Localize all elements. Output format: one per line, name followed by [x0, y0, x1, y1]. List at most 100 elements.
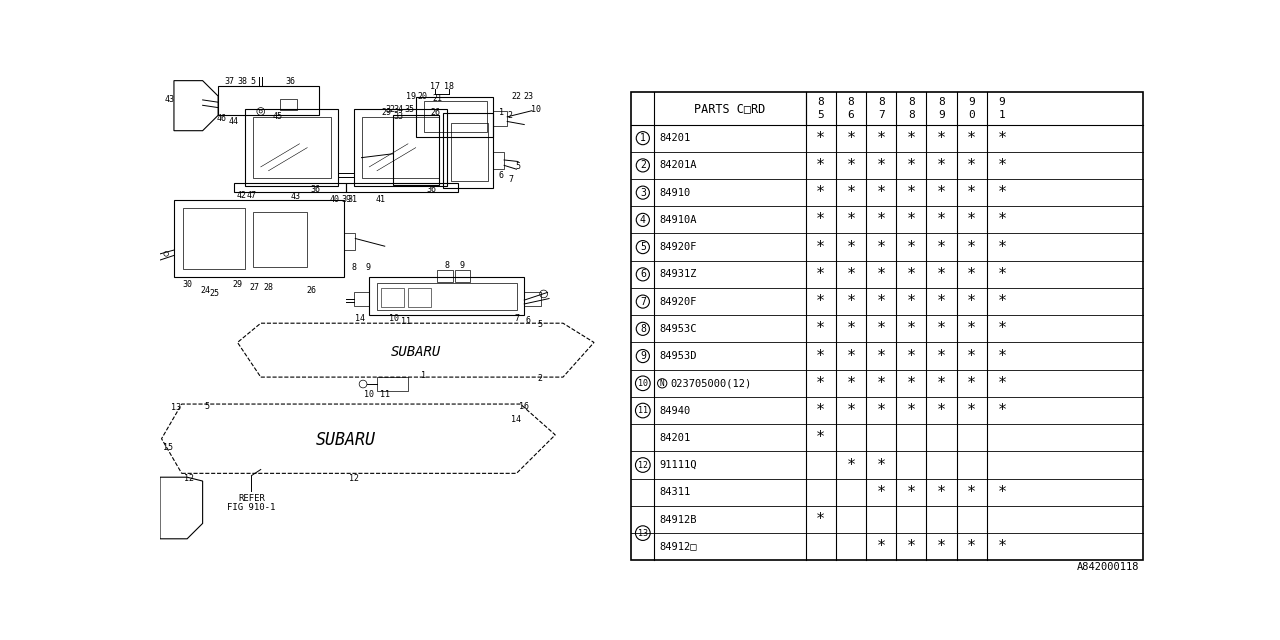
Text: *: * — [877, 376, 886, 391]
Text: 46: 46 — [218, 114, 227, 123]
Text: 29: 29 — [381, 109, 392, 118]
Text: 9: 9 — [969, 97, 975, 107]
Text: *: * — [817, 403, 826, 418]
Text: 84201: 84201 — [659, 433, 690, 443]
Text: *: * — [846, 158, 855, 173]
Text: *: * — [968, 239, 977, 255]
Text: *: * — [817, 267, 826, 282]
Text: *: * — [968, 185, 977, 200]
Text: 22: 22 — [512, 92, 521, 101]
Bar — [234, 183, 346, 192]
Bar — [438, 270, 453, 282]
Text: 5: 5 — [640, 242, 646, 252]
Text: *: * — [906, 294, 916, 309]
Text: 6: 6 — [526, 316, 531, 325]
Text: 4: 4 — [640, 215, 646, 225]
Text: *: * — [968, 267, 977, 282]
Text: 5: 5 — [538, 320, 543, 329]
Text: *: * — [997, 484, 1006, 500]
Text: 5: 5 — [251, 77, 256, 86]
Text: *: * — [906, 267, 916, 282]
Text: *: * — [968, 349, 977, 364]
Text: 84953C: 84953C — [659, 324, 696, 334]
Bar — [493, 111, 507, 126]
Text: 9: 9 — [460, 261, 465, 270]
Text: 2: 2 — [640, 161, 646, 170]
Text: 10: 10 — [365, 390, 374, 399]
Text: *: * — [877, 239, 886, 255]
Text: *: * — [906, 131, 916, 146]
Text: 5: 5 — [516, 163, 521, 172]
Text: *: * — [937, 267, 946, 282]
Bar — [424, 101, 488, 132]
Text: 14: 14 — [355, 314, 365, 323]
Text: 9: 9 — [998, 97, 1005, 107]
Text: *: * — [877, 484, 886, 500]
Text: 29: 29 — [233, 280, 242, 289]
Text: 26: 26 — [306, 286, 316, 295]
Text: 32: 32 — [385, 104, 396, 114]
Text: 84920F: 84920F — [659, 242, 696, 252]
Text: 37: 37 — [225, 77, 234, 86]
Text: *: * — [877, 458, 886, 472]
Text: 1: 1 — [421, 371, 426, 380]
Text: 9: 9 — [365, 263, 370, 272]
Text: *: * — [846, 131, 855, 146]
Text: *: * — [877, 540, 886, 554]
Bar — [346, 183, 458, 192]
Text: *: * — [997, 267, 1006, 282]
Text: *: * — [877, 158, 886, 173]
Text: *: * — [906, 376, 916, 391]
Text: *: * — [997, 239, 1006, 255]
Text: 8: 8 — [908, 97, 915, 107]
Text: *: * — [846, 294, 855, 309]
Text: 33: 33 — [394, 111, 403, 120]
Text: *: * — [997, 294, 1006, 309]
Text: *: * — [968, 158, 977, 173]
Text: *: * — [906, 540, 916, 554]
Text: 5: 5 — [818, 110, 824, 120]
Text: *: * — [846, 212, 855, 227]
Text: *: * — [846, 239, 855, 255]
Text: 8: 8 — [938, 97, 945, 107]
Text: 13: 13 — [170, 403, 180, 412]
Text: 36: 36 — [426, 185, 436, 194]
Text: *: * — [817, 158, 826, 173]
Text: 10: 10 — [531, 104, 541, 114]
Text: 10: 10 — [637, 379, 648, 388]
Text: *: * — [846, 185, 855, 200]
Text: *: * — [937, 294, 946, 309]
Text: 36: 36 — [310, 185, 320, 194]
Text: 34: 34 — [394, 106, 403, 115]
Text: 84910: 84910 — [659, 188, 690, 198]
Text: 14: 14 — [512, 415, 521, 424]
Text: 25: 25 — [209, 289, 219, 298]
Text: 30: 30 — [182, 280, 192, 289]
Text: *: * — [968, 484, 977, 500]
Text: 84912B: 84912B — [659, 515, 696, 525]
Text: *: * — [937, 376, 946, 391]
Text: 26: 26 — [430, 109, 440, 118]
Text: 6: 6 — [847, 110, 854, 120]
Text: 35: 35 — [404, 106, 415, 115]
Text: 44: 44 — [229, 117, 238, 126]
Text: 84940: 84940 — [659, 406, 690, 415]
Text: 8: 8 — [640, 324, 646, 334]
Text: 31: 31 — [347, 195, 357, 205]
Text: 13: 13 — [637, 529, 648, 538]
Text: 84931Z: 84931Z — [659, 269, 696, 279]
Text: *: * — [846, 403, 855, 418]
Text: 39: 39 — [340, 195, 351, 205]
Text: 23: 23 — [524, 92, 534, 101]
Text: SUBARU: SUBARU — [390, 346, 440, 360]
Text: *: * — [877, 185, 886, 200]
Text: 43: 43 — [291, 193, 301, 202]
Text: 9: 9 — [938, 110, 945, 120]
Text: 12: 12 — [637, 461, 648, 470]
Text: 12: 12 — [184, 474, 195, 483]
Text: *: * — [906, 158, 916, 173]
Text: 023705000(12): 023705000(12) — [669, 378, 751, 388]
Text: *: * — [846, 458, 855, 472]
Text: *: * — [906, 349, 916, 364]
Text: 15: 15 — [163, 444, 173, 452]
